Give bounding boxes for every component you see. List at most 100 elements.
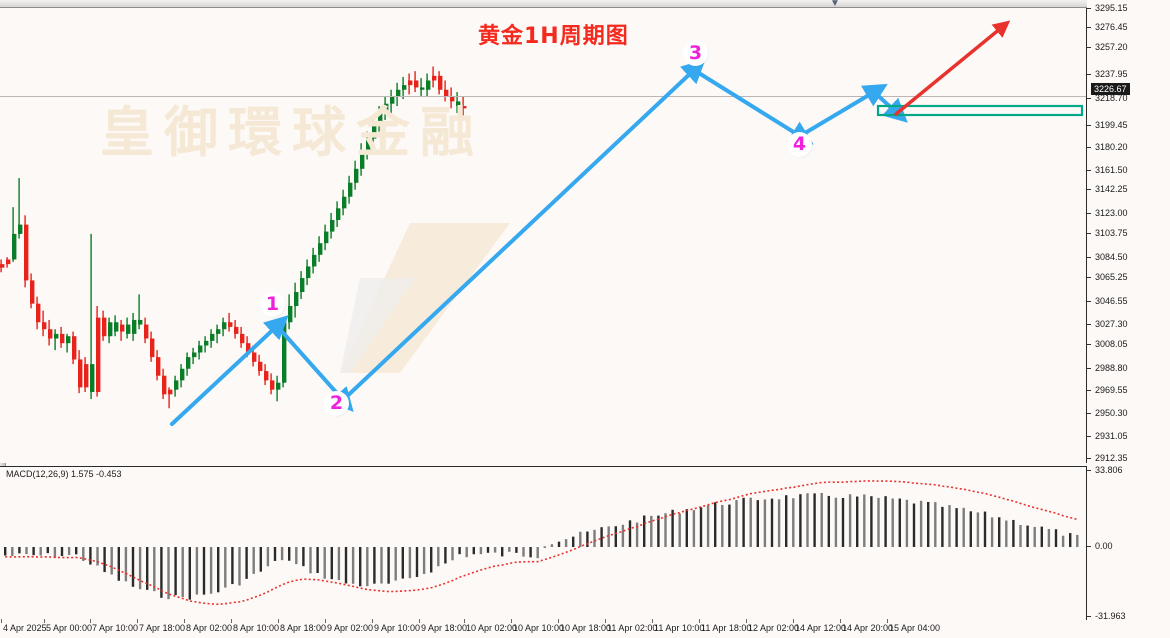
price-axis-label: 3237.95 <box>1095 69 1128 79</box>
price-axis-tick <box>1087 233 1091 234</box>
price-chart-pane[interactable]: 皇御環球金融 <box>0 8 1087 463</box>
macd-axis-tick <box>1087 616 1091 617</box>
price-axis-tick <box>1087 8 1091 9</box>
macd-axis-tick <box>1087 470 1091 471</box>
price-axis-tick <box>1087 413 1091 414</box>
price-axis-tick <box>1087 98 1091 99</box>
price-axis-label: 3276.45 <box>1095 22 1128 32</box>
price-axis-tick <box>1087 368 1091 369</box>
macd-info-label: MACD(12,26,9) 1.575 -0.453 <box>6 469 122 479</box>
wave-label: 4 <box>789 134 810 155</box>
time-axis-tick <box>137 619 138 623</box>
price-axis-tick <box>1087 257 1091 258</box>
time-axis-label: 10 Apr 10:00 <box>513 623 565 633</box>
macd-axis-label: -31.963 <box>1095 611 1126 621</box>
price-axis-label: 2969.55 <box>1095 385 1128 395</box>
price-axis-label: 3199.45 <box>1095 120 1128 130</box>
time-axis-label: 11 Apr 10:00 <box>654 623 705 633</box>
time-axis-label: 11 Apr 18:00 <box>701 623 752 633</box>
time-axis-label: 9 Apr 02:00 <box>327 623 374 633</box>
price-axis-tick <box>1087 324 1091 325</box>
wave-label: 2 <box>326 393 347 414</box>
price-axis-tick <box>1087 170 1091 171</box>
price-axis-label: 3123.00 <box>1095 208 1128 218</box>
price-axis-tick <box>1087 277 1091 278</box>
price-axis[interactable]: 3295.15 3276.45 3257.20 3237.95 3218.70 3199.… <box>1087 0 1170 638</box>
price-axis-label: 2988.80 <box>1095 363 1128 373</box>
price-axis-label: 3295.15 <box>1095 3 1128 13</box>
price-axis-tick <box>1087 189 1091 190</box>
time-axis-label: 14 Apr 20:00 <box>842 623 894 633</box>
price-axis-label: 3008.05 <box>1095 339 1128 349</box>
time-axis-tick <box>558 619 559 623</box>
time-axis-label: 9 Apr 18:00 <box>421 623 468 633</box>
analysis-overlay <box>170 20 1084 426</box>
wave-label: 1 <box>262 294 283 315</box>
time-axis-tick <box>325 619 326 623</box>
macd-axis-label: 0.00 <box>1095 541 1113 551</box>
chevron-down-icon[interactable]: ▼ <box>830 0 840 9</box>
macd-axis-tick <box>1087 546 1091 547</box>
window-top-bar <box>0 0 1170 8</box>
time-axis-tick <box>1 619 2 623</box>
elliott-wave-trendlines <box>170 59 908 426</box>
price-axis-label: 3180.20 <box>1095 142 1128 152</box>
time-axis-tick <box>699 619 700 623</box>
macd-series <box>4 480 1079 606</box>
time-axis-tick <box>840 619 841 623</box>
price-axis-tick <box>1087 125 1091 126</box>
time-axis-label: 8 Apr 02:00 <box>186 623 233 633</box>
price-axis-label: 3065.25 <box>1095 272 1128 282</box>
page-title: 黄金1H周期图 <box>478 24 629 49</box>
time-axis-tick <box>90 619 91 623</box>
projection-arrow <box>894 20 1011 116</box>
time-axis-tick <box>44 619 45 623</box>
time-axis-tick <box>511 619 512 623</box>
price-axis-tick <box>1087 47 1091 48</box>
price-axis-tick <box>1087 27 1091 28</box>
price-axis-label: 3103.75 <box>1095 228 1128 238</box>
time-axis[interactable]: 4 Apr 2025 5 Apr 00:00 7 Apr 10:00 7 Apr 18… <box>0 619 1086 638</box>
price-axis-tick <box>1087 74 1091 75</box>
candlestick-series <box>0 66 467 409</box>
price-axis-label: 2931.05 <box>1095 431 1128 441</box>
time-axis-tick <box>184 619 185 623</box>
time-axis-tick <box>746 619 747 623</box>
time-axis-label: 15 Apr 04:00 <box>889 623 941 633</box>
macd-pane[interactable]: MACD(12,26,9) 1.575 -0.453 <box>0 466 1087 620</box>
wave-label: 3 <box>685 43 706 64</box>
time-axis-label: 14 Apr 12:00 <box>795 623 847 633</box>
price-axis-label: 3257.20 <box>1095 42 1128 52</box>
price-axis-tick <box>1087 147 1091 148</box>
time-axis-label: 5 Apr 00:00 <box>46 623 93 633</box>
time-axis-tick <box>793 619 794 623</box>
time-axis-tick <box>652 619 653 623</box>
price-axis-tick <box>1087 301 1091 302</box>
time-axis-label: 7 Apr 10:00 <box>92 623 139 633</box>
time-axis-label: 10 Apr 02:00 <box>466 623 518 633</box>
time-axis-label: 4 Apr 2025 <box>3 623 47 633</box>
macd-axis-label: 33.806 <box>1095 465 1123 475</box>
watermark-text: 皇御環球金融 <box>100 101 484 164</box>
price-axis-tick <box>1087 458 1091 459</box>
time-axis-label: 11 Apr 02:00 <box>607 623 658 633</box>
time-axis-tick <box>464 619 465 623</box>
time-axis-tick <box>372 619 373 623</box>
time-axis-tick <box>419 619 420 623</box>
time-axis-tick <box>231 619 232 623</box>
time-axis-tick <box>278 619 279 623</box>
time-axis-label: 9 Apr 10:00 <box>374 623 421 633</box>
price-axis-label: 2950.30 <box>1095 408 1128 418</box>
price-axis-label: 3084.50 <box>1095 252 1128 262</box>
time-axis-tick <box>887 619 888 623</box>
price-axis-tick <box>1087 436 1091 437</box>
time-axis-label: 8 Apr 18:00 <box>280 623 327 633</box>
price-axis-label: 3161.50 <box>1095 165 1128 175</box>
price-axis-tick <box>1087 213 1091 214</box>
price-axis-label: 3218.70 <box>1095 93 1128 103</box>
price-axis-label: 2912.35 <box>1095 453 1128 463</box>
time-axis-label: 7 Apr 18:00 <box>139 623 186 633</box>
current-price-badge: 3226.67 <box>1091 83 1130 95</box>
price-axis-tick <box>1087 344 1091 345</box>
